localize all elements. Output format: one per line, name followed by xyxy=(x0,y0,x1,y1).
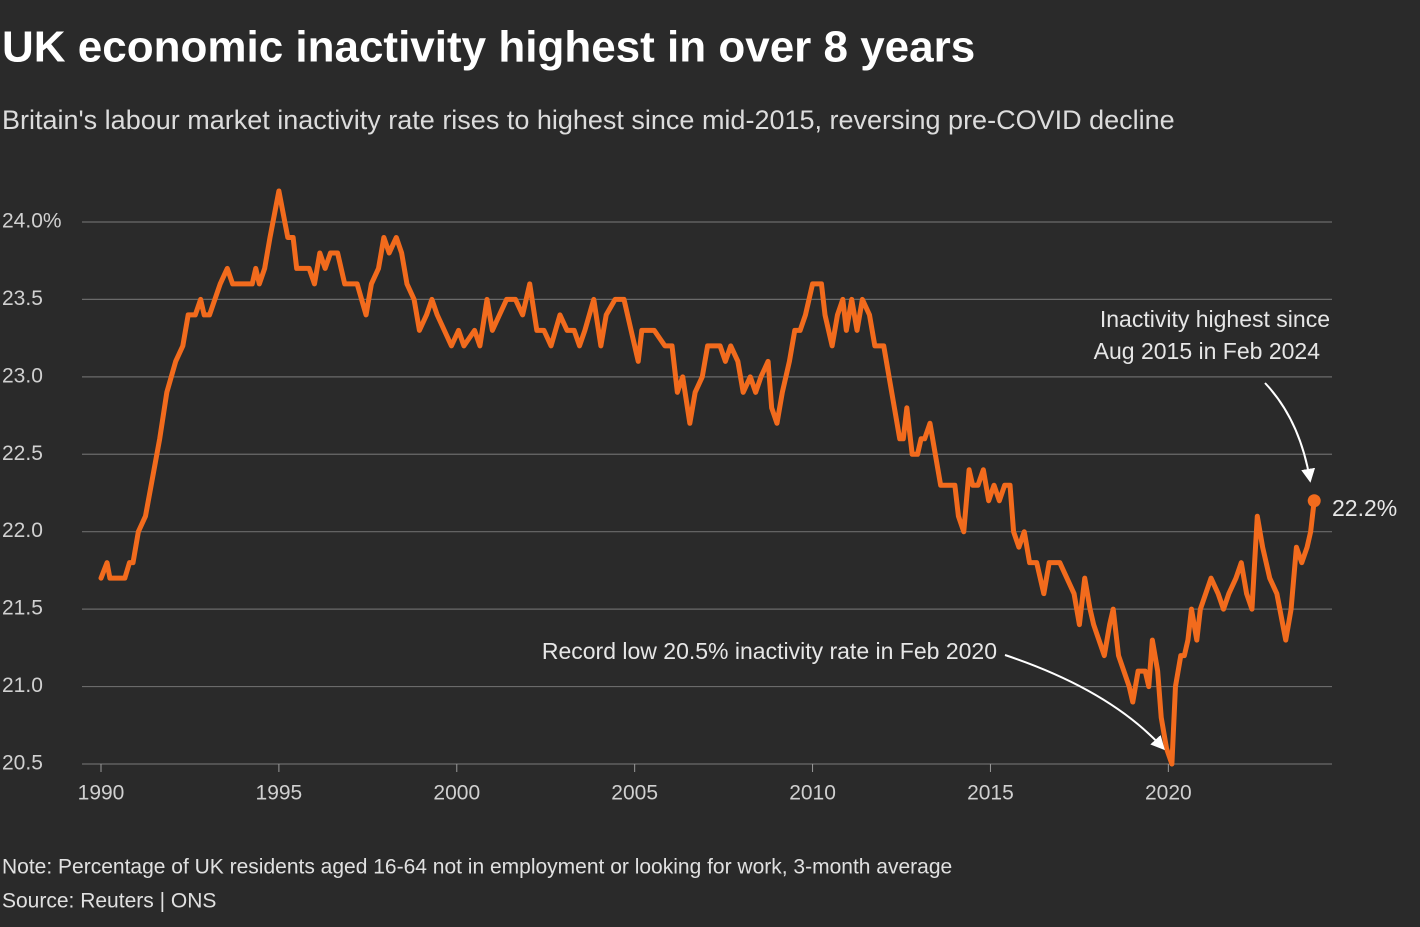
y-tick-label: 21.0 xyxy=(2,674,43,697)
x-tick-label: 1990 xyxy=(78,782,125,805)
x-tick-label: 2010 xyxy=(789,782,836,805)
note: Note: Percentage of UK residents aged 16… xyxy=(2,856,952,879)
chart-title: UK economic inactivity highest in over 8… xyxy=(2,23,975,72)
end-point xyxy=(1307,494,1321,508)
annotation: Aug 2015 in Feb 2024 xyxy=(1094,338,1321,364)
x-tick-label: 2005 xyxy=(611,782,658,805)
chart-subtitle: Britain's labour market inactivity rate … xyxy=(2,105,1175,135)
end-value-label: 22.2% xyxy=(1332,495,1397,521)
y-tick-label: 22.5 xyxy=(2,442,43,465)
x-tick-label: 2015 xyxy=(967,782,1014,805)
source: Source: Reuters | ONS xyxy=(2,890,216,913)
annotation: Record low 20.5% inactivity rate in Feb … xyxy=(542,638,997,664)
annotation-arrow xyxy=(1264,382,1316,483)
x-tick-label: 2000 xyxy=(433,782,480,805)
y-tick-label: 24.0% xyxy=(2,210,62,233)
y-tick-label: 21.5 xyxy=(2,597,43,620)
y-tick-label: 23.5 xyxy=(2,287,43,310)
x-tick-label: 1995 xyxy=(256,782,303,805)
line xyxy=(98,188,1317,767)
y-tick-label: 20.5 xyxy=(2,752,43,775)
annotation-arrow xyxy=(1004,654,1165,751)
grid: 20.5 21.0 21.5 22.0 22.5 23.0 23.5 24.0% 1990 199… xyxy=(2,210,1332,805)
x-tick-label: 2020 xyxy=(1145,782,1192,805)
y-tick-label: 22.0 xyxy=(2,519,43,542)
y-tick-label: 23.0 xyxy=(2,364,43,387)
plot-area xyxy=(98,188,1321,767)
annotation: Inactivity highest since xyxy=(1100,306,1330,332)
